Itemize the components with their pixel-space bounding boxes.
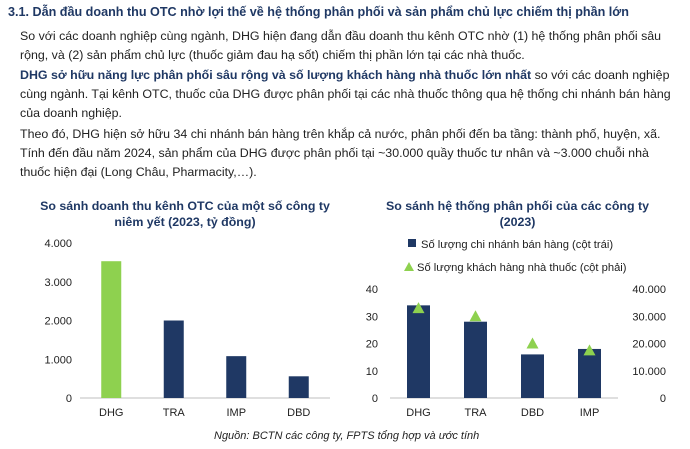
chart2-x-tick-label: DBD [521,407,544,419]
section-heading: 3.1. Dẫn đầu doanh thu OTC nhờ lợi thế v… [8,5,629,19]
chart2-x-tick-label: TRA [465,407,488,419]
chart2-x-tick-label: IMP [580,407,600,419]
chart2-right-tick-label: 30.000 [632,311,666,323]
legend-label-pharmacies: Số lượng khách hàng nhà thuốc (cột phải) [417,262,627,274]
chart1-x-tick-label: DBD [287,407,310,419]
chart2-right-tick-label: 20.000 [632,339,666,351]
chart2-left-tick-label: 30 [366,311,378,323]
chart2-right-tick-label: 40.000 [632,284,666,296]
chart2-left-tick-label: 0 [372,393,378,405]
chart1-y-tick-label: 3.000 [44,277,72,289]
chart2-triangle-marker [583,344,596,356]
chart1-bar [101,261,122,398]
chart2-legend-branches: Số lượng chi nhánh bán hàng (cột trái) [408,239,613,251]
chart2-triangle-marker [412,302,425,314]
paragraph-2-bold: DHG sở hữu năng lực phân phối sâu rộng v… [20,68,532,82]
chart1-bar [163,320,184,398]
chart2-triangle-marker [469,310,482,322]
chart1-x-tick-label: TRA [163,407,186,419]
legend-square-icon [408,239,416,247]
chart2-left-tick-label: 10 [366,366,378,378]
chart1-y-tick-label: 0 [66,393,72,405]
chart2-left-tick-label: 20 [366,339,378,351]
chart1-y-tick-label: 1.000 [44,354,72,366]
chart1-x-tick-label: IMP [226,407,246,419]
chart2-legend-pharmacies: Số lượng khách hàng nhà thuốc (cột phải) [404,262,627,274]
chart2-right-tick-label: 10.000 [632,366,666,378]
paragraph-2-rest: so với các doanh nghiệp cùng ngành. Tại … [20,68,671,120]
legend-triangle-icon [404,262,414,271]
chart1-y-tick-label: 4.000 [44,238,72,250]
chart2-x-tick-label: DHG [406,407,430,419]
chart2-title: So sánh hệ thống phân phối của các công … [386,199,649,229]
chart1-title: So sánh doanh thu kênh OTC của một số cô… [40,199,330,229]
chart1-x-tick-label: DHG [99,407,123,419]
chart2-left-tick-label: 40 [366,284,378,296]
chart1-y-tick-label: 2.000 [44,316,72,328]
chart2-bar [407,305,430,398]
legend-label-branches: Số lượng chi nhánh bán hàng (cột trái) [421,239,614,251]
chart1-bar [288,376,309,398]
paragraph-1: So với các doanh nghiệp cùng ngành, DHG … [20,29,662,62]
chart2-right-tick-label: 0 [660,393,666,405]
chart2-bar [521,354,544,398]
chart1-bar [226,356,247,398]
chart2-bar [578,348,601,398]
chart2-bar [464,321,487,398]
paragraph-3: Theo đó, DHG hiện sở hữu 34 chi nhánh bá… [20,127,661,179]
source-note: Nguồn: BCTN các công ty, FPTS tổng hợp v… [214,430,480,442]
chart2-triangle-marker [526,337,539,349]
paragraph-2: DHG sở hữu năng lực phân phối sâu rộng v… [20,66,682,123]
